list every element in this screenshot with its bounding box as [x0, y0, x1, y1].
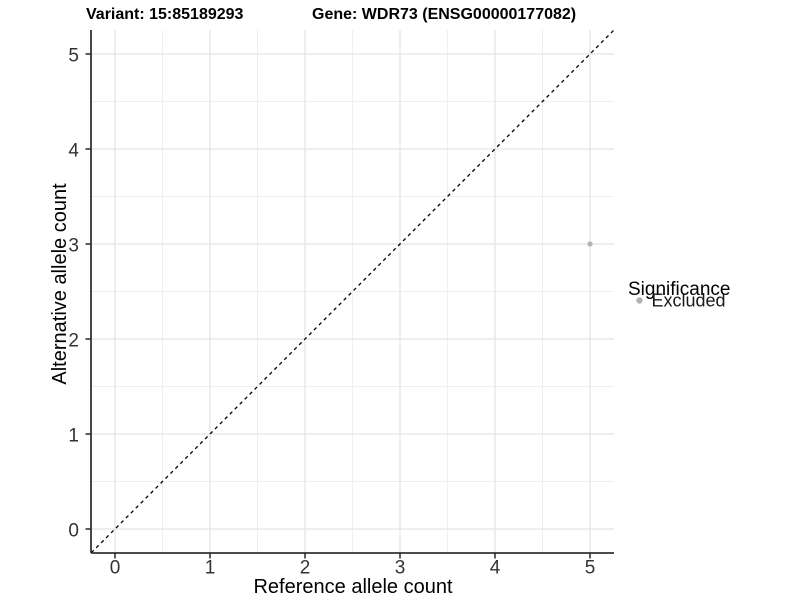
plot-title-gene: Gene: WDR73 (ENSG00000177082)	[312, 6, 576, 23]
y-tick-label: 4	[68, 140, 79, 161]
data-point	[587, 241, 593, 247]
y-tick-label: 2	[68, 330, 79, 351]
legend-title: Significance	[628, 279, 730, 300]
tick-marks-layer	[85, 53, 591, 559]
y-tick-label: 0	[68, 520, 79, 541]
gridlines-minor	[91, 30, 614, 553]
x-tick-label: 0	[110, 558, 121, 579]
x-tick-label: 3	[395, 558, 406, 579]
x-tick-label: 2	[300, 558, 311, 579]
tick-labels-layer: 0 1 2 3 4 5 0 1 2 3 4 5	[68, 45, 595, 578]
x-tick-label: 5	[585, 558, 596, 579]
legend-key-dot-icon	[636, 297, 643, 304]
x-tick-label: 1	[205, 558, 216, 579]
y-tick-label: 5	[68, 45, 79, 66]
plot-title-variant: Variant: 15:85189293	[86, 6, 244, 23]
legend: Significance Excluded	[628, 279, 730, 311]
x-axis-title: Reference allele count	[253, 576, 452, 598]
y-tick-label: 3	[68, 235, 79, 256]
gridlines-major	[91, 30, 614, 553]
data-points-layer	[587, 241, 593, 247]
x-tick-label: 4	[490, 558, 501, 579]
y-tick-label: 1	[68, 425, 79, 446]
y-axis-title: Alternative allele count	[49, 183, 71, 385]
axis-lines-layer	[90, 30, 614, 554]
legend-item-label: Excluded	[652, 291, 726, 311]
